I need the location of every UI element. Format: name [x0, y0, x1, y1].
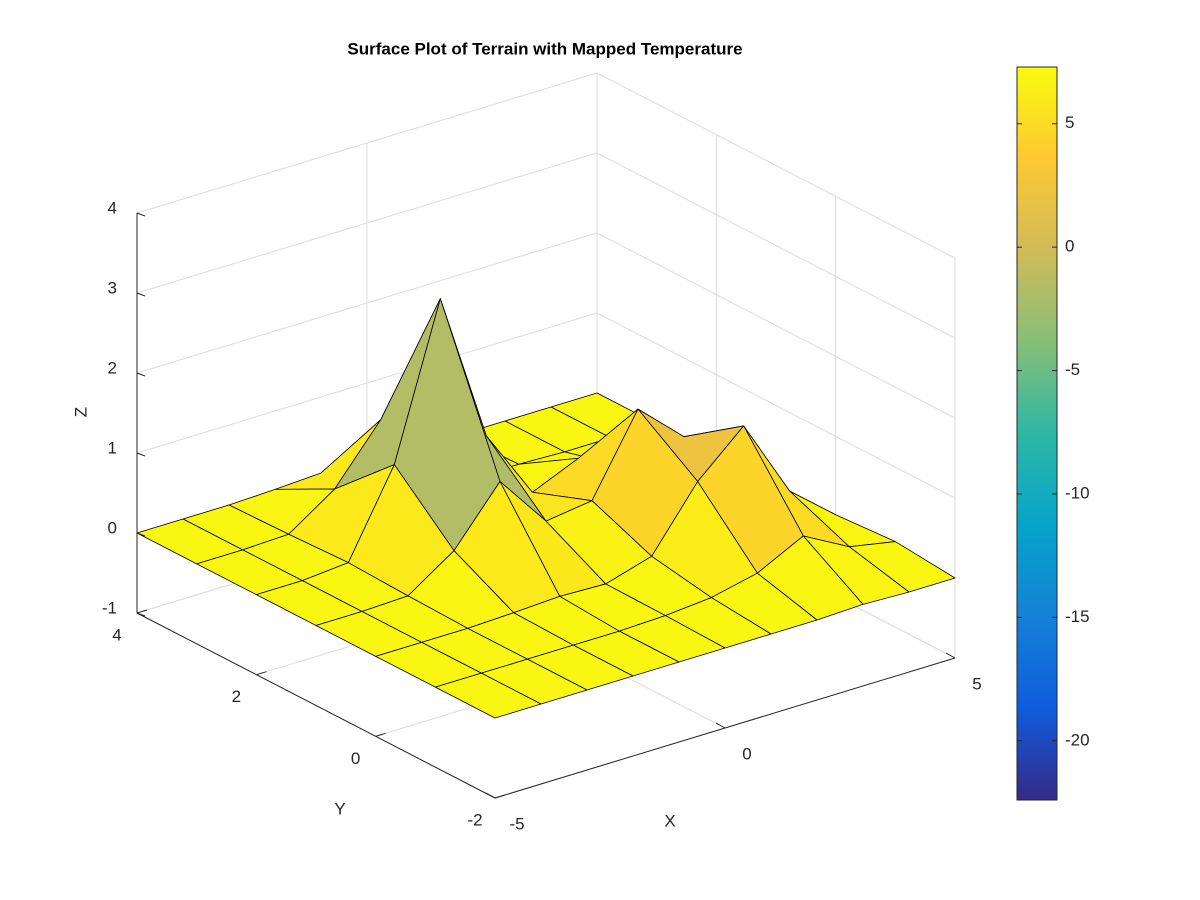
y-tick-label: 0	[351, 749, 360, 768]
colorbar-tick-label: -15	[1065, 607, 1090, 626]
y-axis-label: Y	[334, 799, 345, 818]
x-tick	[485, 792, 496, 799]
surface-face	[434, 672, 542, 719]
z-tick-label: 4	[108, 198, 117, 217]
colorbar-tick-label: -5	[1065, 360, 1080, 379]
colorbar-tick-label: 0	[1065, 237, 1074, 256]
colorbar-gradient	[1016, 66, 1058, 801]
z-tick-label: 2	[108, 358, 117, 377]
colorbar: -20 -15 -10 -5 0 5	[1016, 66, 1090, 801]
z-tick	[136, 452, 146, 457]
z-tick-label: -1	[102, 598, 117, 617]
z-tick-label: 1	[108, 438, 117, 457]
z-tick	[136, 212, 146, 217]
grid-line	[596, 312, 956, 499]
z-tick	[136, 372, 146, 377]
grid-line	[596, 72, 956, 259]
grid-line	[136, 312, 598, 454]
x-tick-label: -5	[509, 814, 524, 833]
x-tick	[715, 722, 726, 729]
x-tick-label: 5	[972, 674, 981, 693]
z-tick	[136, 532, 146, 537]
z-tick-label: 3	[108, 278, 117, 297]
grid-line	[136, 72, 598, 214]
grid-line	[136, 152, 598, 294]
chart-title: Surface Plot of Terrain with Mapped Temp…	[347, 39, 742, 58]
y-tick-label: 4	[112, 625, 121, 644]
axes: -1 0 1 2 3 4 -5 0 5 -2 0 2 4	[102, 198, 982, 833]
y-axis	[136, 612, 496, 799]
x-tick-label: 0	[742, 744, 751, 763]
grid-line	[596, 152, 956, 339]
surface	[136, 298, 956, 719]
y-tick-label: 2	[232, 687, 241, 706]
grid-line	[596, 232, 956, 419]
z-axis-label: Z	[71, 407, 90, 417]
z-tick-label: 0	[108, 518, 117, 537]
x-axis-label: X	[664, 811, 675, 830]
y-tick-label: -2	[467, 810, 482, 829]
colorbar-tick-label: 5	[1065, 113, 1074, 132]
x-tick	[945, 652, 956, 659]
z-tick	[136, 612, 146, 617]
colorbar-tick-label: -10	[1065, 483, 1090, 502]
y-tick	[256, 671, 267, 676]
colorbar-tick-label: -20	[1065, 730, 1090, 749]
z-tick	[136, 292, 146, 297]
y-tick	[375, 732, 386, 737]
y-tick	[136, 609, 148, 614]
y-tick	[494, 794, 506, 799]
grid-line	[136, 232, 598, 374]
